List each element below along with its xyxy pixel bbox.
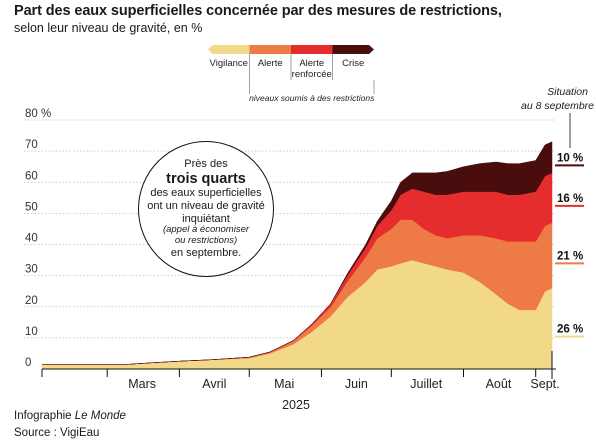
y-tick-label: 80 % bbox=[25, 108, 51, 120]
legend-label: Crise bbox=[342, 58, 364, 69]
callout-note: (appel à économiser bbox=[162, 224, 250, 236]
annotation-line: Situation bbox=[547, 86, 588, 98]
chart-title: Part des eaux superficielles concernée p… bbox=[14, 3, 502, 19]
callout-line: ont un niveau de gravité bbox=[147, 200, 265, 213]
legend-label: Alerte bbox=[258, 58, 283, 69]
y-tick-label: 0 bbox=[25, 357, 31, 369]
x-axis-label: 2025 bbox=[282, 398, 310, 412]
credit: Infographie Le Monde bbox=[14, 410, 126, 422]
x-tick-label: Juillet bbox=[410, 377, 442, 391]
credit-prefix: Infographie bbox=[14, 410, 75, 422]
legend-swatch bbox=[208, 45, 250, 54]
callout-line: inquiétant bbox=[182, 212, 230, 225]
callout-line: des eaux superficielles bbox=[150, 187, 262, 200]
legend-swatch bbox=[249, 45, 291, 54]
credit-name: Le Monde bbox=[74, 410, 126, 422]
x-tick-label: Juin bbox=[345, 377, 368, 391]
x-tick-label: Mai bbox=[274, 377, 294, 391]
x-tick-label: Avril bbox=[202, 377, 226, 391]
legend-swatch bbox=[332, 45, 374, 54]
y-tick-label: 70 bbox=[25, 139, 38, 151]
callout-line: en septembre. bbox=[170, 247, 242, 260]
y-tick-label: 10 bbox=[25, 326, 38, 338]
x-tick-label: Mars bbox=[128, 377, 156, 391]
chart-subtitle: selon leur niveau de gravité, en % bbox=[14, 21, 203, 35]
callout-line: Près des bbox=[184, 158, 228, 171]
legend-label: Alerte bbox=[299, 58, 324, 69]
y-tick-label: 40 bbox=[25, 233, 38, 245]
y-tick-label: 50 bbox=[25, 201, 38, 213]
x-tick-label: Août bbox=[486, 377, 512, 391]
callout-circle: Près des trois quarts des eaux superfici… bbox=[138, 141, 274, 277]
source: Source : VigiEau bbox=[14, 427, 100, 439]
x-tick-label: Sept. bbox=[530, 377, 559, 391]
legend-label: renforcée bbox=[292, 69, 332, 80]
callout-note: ou restrictions) bbox=[174, 235, 238, 247]
callout-highlight: trois quarts bbox=[166, 170, 246, 187]
area-crise bbox=[42, 141, 553, 365]
y-tick-label: 20 bbox=[25, 295, 38, 307]
y-tick-label: 30 bbox=[25, 264, 38, 276]
end-label: 21 % bbox=[557, 250, 583, 262]
annotation-line: au 8 septembre bbox=[521, 100, 594, 112]
y-tick-label: 60 bbox=[25, 170, 38, 182]
legend-note: niveaux soumis à des restrictions bbox=[249, 93, 375, 103]
end-label: 10 % bbox=[557, 152, 583, 164]
end-label: 16 % bbox=[557, 193, 583, 205]
legend-label: Vigilance bbox=[210, 58, 248, 69]
legend-swatch bbox=[291, 45, 333, 54]
end-label: 26 % bbox=[557, 324, 583, 336]
